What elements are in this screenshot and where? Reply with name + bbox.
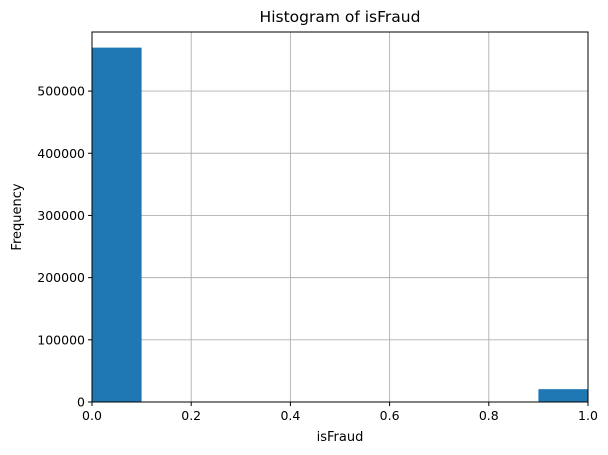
y-tick-label: 100000 bbox=[37, 332, 85, 347]
y-tick-label: 500000 bbox=[37, 84, 85, 99]
x-tick-label: 1.0 bbox=[578, 408, 598, 423]
chart-title: Histogram of isFraud bbox=[260, 8, 421, 26]
x-axis-label: isFraud bbox=[317, 430, 364, 445]
y-tick-label: 400000 bbox=[37, 146, 85, 161]
y-axis-ticks: 0 100000 200000 300000 400000 500000 bbox=[37, 84, 92, 410]
x-tick-label: 0.8 bbox=[479, 408, 499, 423]
x-tick-label: 0.2 bbox=[181, 408, 201, 423]
histogram-bar bbox=[538, 389, 588, 402]
histogram-bars bbox=[92, 47, 588, 402]
y-tick-label: 0 bbox=[77, 395, 85, 410]
y-tick-label: 200000 bbox=[37, 270, 85, 285]
x-axis-ticks: 0.0 0.2 0.4 0.6 0.8 1.0 bbox=[82, 402, 598, 423]
y-tick-label: 300000 bbox=[37, 208, 85, 223]
x-tick-label: 0.4 bbox=[280, 408, 300, 423]
plot-frame bbox=[91, 31, 589, 403]
x-tick-label: 0.0 bbox=[82, 408, 102, 423]
x-tick-label: 0.6 bbox=[380, 408, 400, 423]
histogram-bar bbox=[92, 47, 142, 402]
y-axis-label: Frequency bbox=[10, 183, 25, 250]
grid-lines bbox=[91, 32, 589, 403]
